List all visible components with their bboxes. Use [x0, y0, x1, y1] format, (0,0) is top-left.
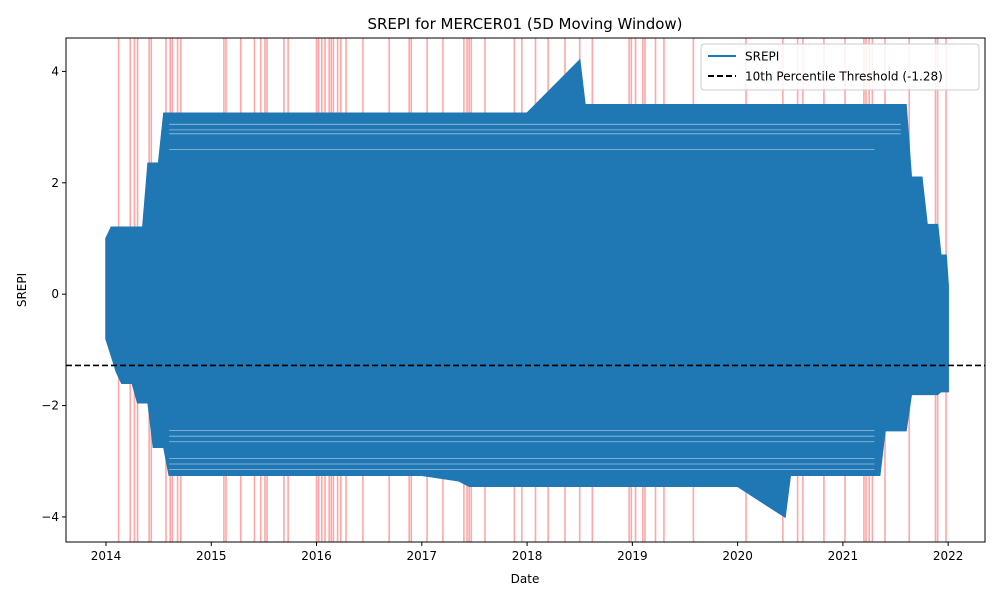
- legend-series-label: SREPI: [745, 50, 779, 64]
- y-axis-label: SREPI: [15, 273, 29, 307]
- legend-box: [700, 43, 980, 91]
- y-tick-label-2: 0: [51, 287, 59, 301]
- x-tick-label-5: 2019: [617, 549, 648, 563]
- series-layer: [105, 58, 949, 519]
- y-tick-label-4: −4: [41, 510, 59, 524]
- y-tick-label-3: −2: [41, 399, 59, 413]
- legend: SREPI 10th Percentile Threshold (-1.28): [700, 43, 980, 91]
- x-tick-label-4: 2018: [512, 549, 543, 563]
- chart-title: SREPI for MERCER01 (5D Moving Window): [367, 15, 682, 33]
- x-tick-label-2: 2016: [301, 549, 332, 563]
- y-tick-label-1: 2: [51, 176, 59, 190]
- y-tick-label-0: 4: [51, 64, 59, 78]
- axes: 2014 2015 2016 2017 2018 2019 2020 2021 2022 4 2 0 −…: [41, 37, 986, 563]
- x-tick-label-3: 2017: [407, 549, 438, 563]
- x-tick-label-7: 2021: [828, 549, 859, 563]
- x-axis-label: Date: [511, 572, 540, 586]
- x-tick-label-0: 2014: [91, 549, 122, 563]
- plot-frame: [65, 37, 986, 543]
- series-srepi: [105, 58, 949, 519]
- x-tick-label-1: 2015: [196, 549, 227, 563]
- legend-threshold-label: 10th Percentile Threshold (-1.28): [745, 70, 943, 84]
- x-tick-label-6: 2020: [722, 549, 753, 563]
- x-tick-label-8: 2022: [933, 549, 964, 563]
